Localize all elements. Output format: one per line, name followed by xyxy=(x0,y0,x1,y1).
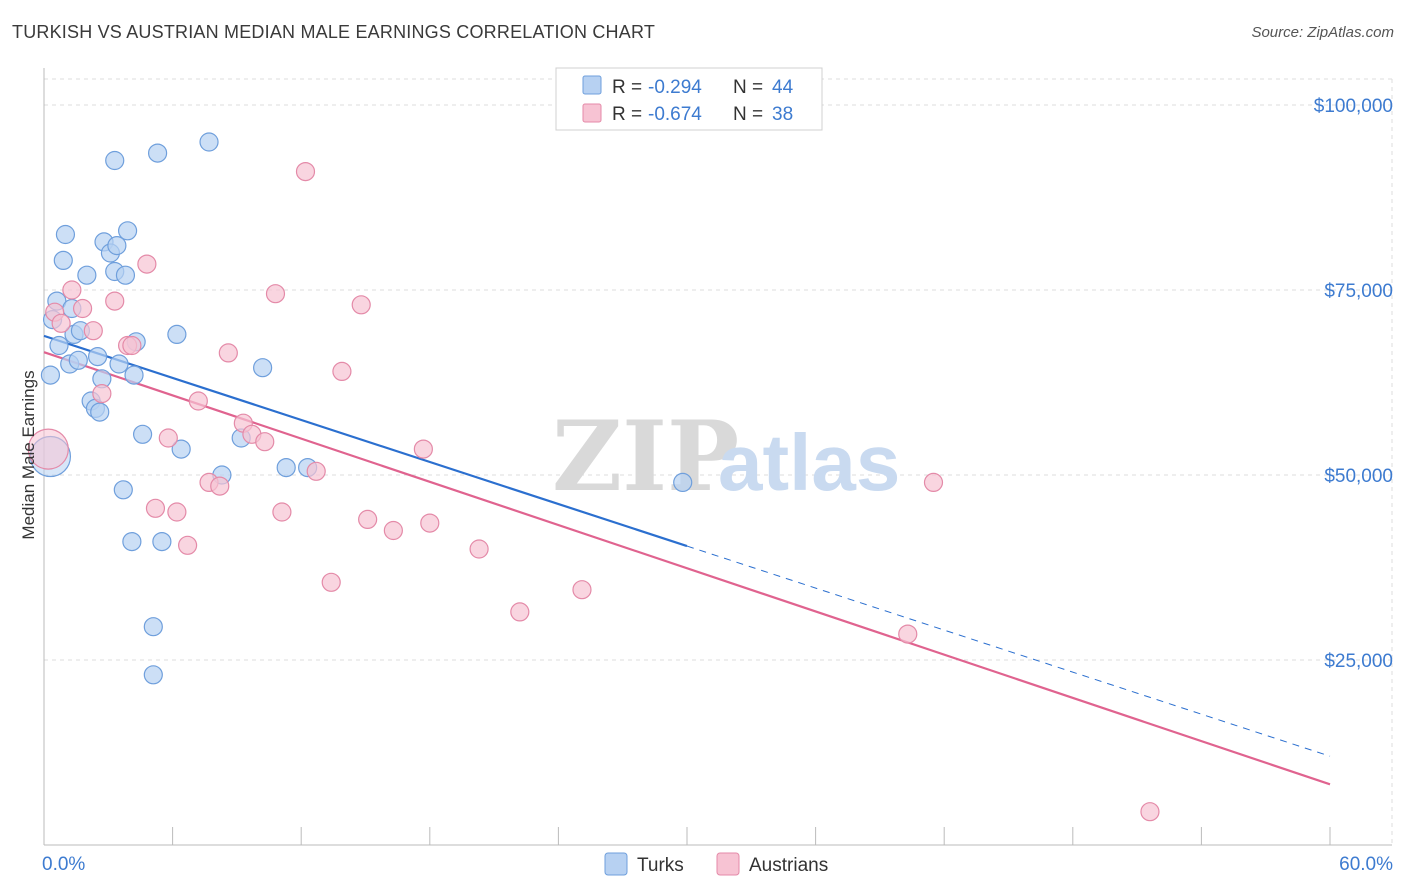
bottom-legend: Turks Austrians xyxy=(604,852,828,876)
turks-point xyxy=(132,424,153,444)
turks-point xyxy=(152,531,172,552)
turks-point xyxy=(49,335,69,356)
y-tick-label: $50,000 xyxy=(1324,466,1393,487)
turks-point xyxy=(199,132,219,152)
austrians-point xyxy=(178,535,198,555)
turks-point xyxy=(68,350,88,370)
turks-point xyxy=(53,250,73,270)
turks-point xyxy=(171,439,191,459)
austrians-point xyxy=(413,439,433,459)
austrians-point xyxy=(469,539,489,559)
austrians-trend-line xyxy=(43,351,1331,786)
austrians-point xyxy=(137,254,157,274)
bottom-legend-swatch-turks xyxy=(604,852,628,876)
watermark-atlas: atlas xyxy=(718,418,900,507)
turks-point xyxy=(167,324,187,344)
austrians-point xyxy=(255,432,275,452)
y-axis-title: Median Male Earnings xyxy=(19,370,38,539)
legend-swatch-turks xyxy=(582,75,602,95)
y-tick-label: $25,000 xyxy=(1324,651,1393,672)
austrians-point xyxy=(265,284,286,304)
legend-swatch-austrians xyxy=(582,103,602,123)
x-tick-label-min: 0.0% xyxy=(42,854,85,875)
turks-trend-line xyxy=(43,334,688,548)
turks-trend-extension xyxy=(686,545,1331,757)
bottom-legend-label-austrians: Austrians xyxy=(749,855,828,876)
turks-point xyxy=(40,365,61,385)
legend-r-label-turks: R = xyxy=(612,77,642,98)
turks-point xyxy=(55,224,76,245)
x-tick-label-max: 60.0% xyxy=(1339,854,1393,875)
legend-n-value-austrians: 38 xyxy=(772,104,793,125)
austrians-point xyxy=(27,428,69,470)
austrians-point xyxy=(295,162,316,182)
axes-layer: $25,000 $50,000 $75,000 $100,000 0.0% 60.0% xyxy=(42,68,1393,875)
austrians-point xyxy=(188,391,208,411)
legend-r-label-austrians: R = xyxy=(612,104,642,125)
austrians-point xyxy=(167,502,187,522)
watermark: ZIP atlas xyxy=(552,400,900,513)
legend-n-label-austrians: N = xyxy=(733,104,763,125)
austrians-point xyxy=(62,280,82,300)
austrians-point xyxy=(83,321,103,341)
austrians-point xyxy=(218,343,238,363)
austrians-point xyxy=(332,361,352,381)
austrians-point xyxy=(105,291,125,311)
turks-point xyxy=(124,365,144,385)
austrians-point xyxy=(158,428,178,448)
legend-r-value-turks: -0.294 xyxy=(648,77,702,98)
austrians-point xyxy=(420,513,440,533)
points-layer xyxy=(27,132,1160,822)
y-tick-label: $75,000 xyxy=(1324,281,1393,302)
austrians-point xyxy=(272,502,292,522)
austrians-point xyxy=(358,509,378,530)
austrians-point xyxy=(572,580,592,600)
turks-point xyxy=(77,265,97,285)
turks-point xyxy=(87,347,108,367)
trend-layer xyxy=(43,334,1331,786)
austrians-point xyxy=(383,520,403,541)
turks-point xyxy=(122,531,142,552)
legend-n-value-turks: 44 xyxy=(772,77,794,98)
turks-point xyxy=(143,617,163,637)
turks-point xyxy=(109,354,129,374)
turks-point xyxy=(107,236,127,256)
austrians-point xyxy=(1140,802,1160,822)
turks-point xyxy=(147,143,168,163)
turks-point xyxy=(673,472,693,492)
turks-point xyxy=(276,458,296,478)
legend-n-label-turks: N = xyxy=(733,77,763,98)
top-legend: R = -0.294 N = 44 R = -0.674 N = 38 xyxy=(555,67,823,131)
austrians-point xyxy=(72,298,93,319)
turks-point xyxy=(143,665,163,685)
watermark-zip: ZIP xyxy=(552,400,739,513)
austrians-point xyxy=(321,572,341,592)
legend-r-value-austrians: -0.674 xyxy=(648,104,702,125)
austrians-point xyxy=(510,602,530,622)
turks-point xyxy=(113,480,133,500)
turks-point xyxy=(90,402,110,422)
turks-point xyxy=(115,265,136,285)
austrians-point xyxy=(898,624,918,644)
turks-point xyxy=(117,221,138,241)
y-tick-label: $100,000 xyxy=(1314,96,1393,117)
austrians-point xyxy=(210,476,230,496)
chart-source: Source: ZipAtlas.com xyxy=(1251,24,1394,41)
austrians-point xyxy=(122,335,142,356)
austrians-point xyxy=(351,295,371,315)
austrians-point xyxy=(306,461,326,481)
bottom-legend-label-turks: Turks xyxy=(637,855,684,876)
austrians-point xyxy=(92,384,112,404)
austrians-point xyxy=(923,472,944,492)
chart-title: TURKISH VS AUSTRIAN MEDIAN MALE EARNINGS… xyxy=(12,22,656,42)
austrians-point xyxy=(51,313,71,333)
turks-point xyxy=(105,150,125,171)
austrians-point xyxy=(145,498,166,518)
bottom-legend-swatch-austrians xyxy=(716,852,740,876)
turks-point xyxy=(253,358,273,378)
